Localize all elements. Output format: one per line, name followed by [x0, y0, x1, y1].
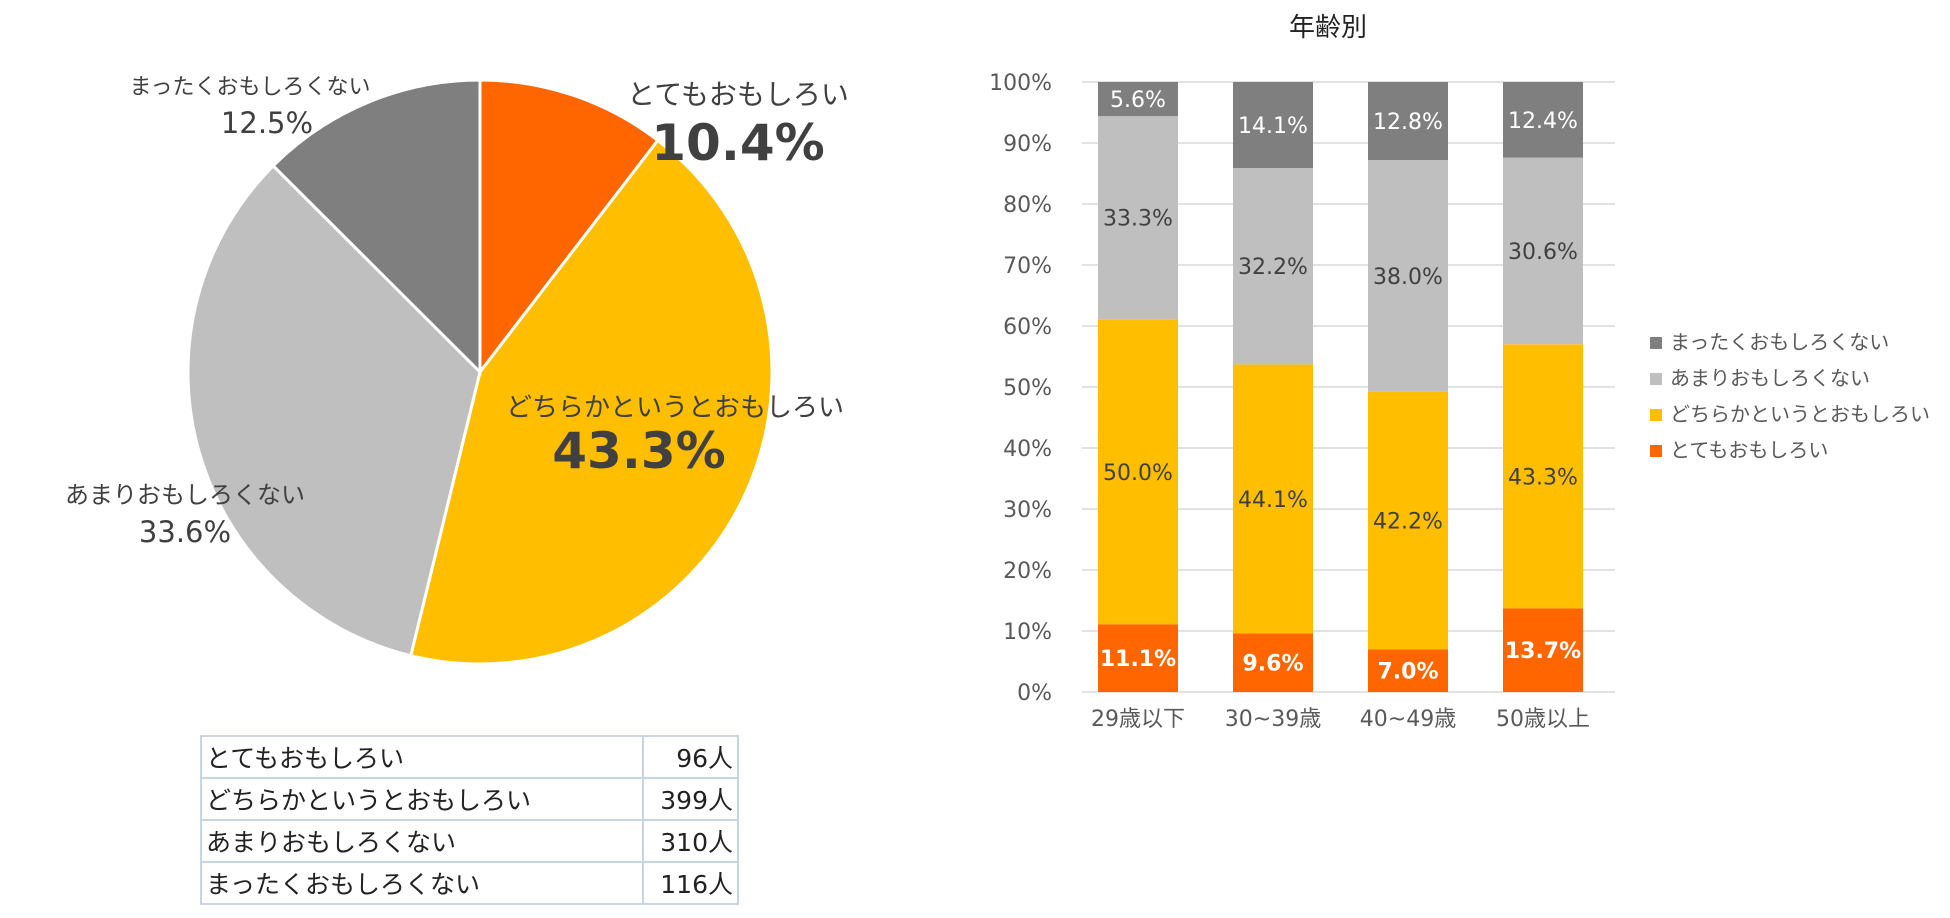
- count-table-value: 116人: [642, 861, 739, 905]
- bar-segment: [1368, 391, 1448, 650]
- table-row: とてもおもしろい 96人: [200, 735, 739, 779]
- y-tick-label: 0%: [1017, 681, 1052, 706]
- bar-data-label: 7.0%: [1377, 660, 1438, 685]
- response-count-table: とてもおもしろい 96人 どちらかというとおもしろい 399人 あまりおもしろく…: [200, 735, 739, 905]
- bar-data-label: 14.1%: [1238, 114, 1308, 139]
- bar-data-label: 12.4%: [1508, 109, 1578, 134]
- bar-segment: [1233, 82, 1313, 169]
- bar-data-label: 42.2%: [1373, 510, 1443, 535]
- pie-slice-label: とてもおもしろい: [627, 78, 849, 111]
- count-table-label: とてもおもしろい: [200, 735, 644, 779]
- bar-segment: [1098, 116, 1178, 320]
- bar-segment: [1368, 82, 1448, 161]
- y-tick-label: 30%: [1003, 498, 1052, 523]
- bar-data-label: 33.3%: [1103, 207, 1173, 232]
- bar-data-label: 38.0%: [1373, 265, 1443, 290]
- y-tick-label: 60%: [1003, 315, 1052, 340]
- count-table-label: どちらかというとおもしろい: [200, 777, 644, 821]
- legend-label: どちらかというとおもしろい: [1670, 402, 1930, 426]
- pie-slice-very-interesting: [478, 78, 660, 377]
- count-table-label: あまりおもしろくない: [200, 819, 644, 863]
- bar-data-label: 44.1%: [1238, 488, 1308, 513]
- legend-label: とてもおもしろい: [1670, 438, 1828, 462]
- bar-segment: [1503, 344, 1583, 609]
- bar-data-label: 43.3%: [1508, 465, 1578, 490]
- count-table-value: 310人: [642, 819, 739, 863]
- y-tick-label: 100%: [989, 71, 1052, 96]
- x-tick-label: 30~39歳: [1225, 707, 1321, 732]
- table-row: まったくおもしろくない 116人: [200, 861, 739, 905]
- y-tick-label: 70%: [1003, 254, 1052, 279]
- bar-data-label: 32.2%: [1238, 255, 1308, 280]
- pie-slice-label: どちらかというとおもしろい: [506, 393, 844, 423]
- bar-data-label: 50.0%: [1103, 461, 1173, 486]
- count-table-value: 96人: [642, 735, 739, 779]
- y-tick-label: 40%: [1003, 437, 1052, 462]
- chart-title: 年齢別: [1289, 13, 1367, 43]
- y-tick-label: 90%: [1003, 132, 1052, 157]
- bar-data-label: 13.7%: [1505, 639, 1581, 664]
- bar-segment: [1233, 364, 1313, 634]
- bar-data-label: 30.6%: [1508, 240, 1578, 265]
- bar-segment: [1098, 82, 1178, 117]
- table-row: どちらかというとおもしろい 399人: [200, 777, 739, 821]
- bar-segment: [1098, 624, 1178, 692]
- pie-slice-percent: 12.5%: [221, 106, 313, 140]
- y-tick-label: 20%: [1003, 559, 1052, 584]
- y-tick-label: 50%: [1003, 376, 1052, 401]
- pie-slice-label: まったくおもしろくない: [129, 75, 370, 100]
- bar-segment: [1098, 319, 1178, 625]
- pie-slice-somewhat-interesting: [408, 138, 774, 666]
- y-tick-label: 10%: [1003, 620, 1052, 645]
- x-tick-label: 40~49歳: [1360, 707, 1456, 732]
- table-row: あまりおもしろくない 310人: [200, 819, 739, 863]
- count-table-label: まったくおもしろくない: [200, 861, 644, 905]
- legend-swatch: [1650, 409, 1662, 421]
- bar-segment: [1503, 608, 1583, 692]
- bar-data-label: 5.6%: [1110, 88, 1166, 113]
- legend-swatch: [1650, 337, 1662, 349]
- pie-slice-label: あまりおもしろくない: [65, 481, 305, 509]
- legend-swatch: [1650, 445, 1662, 457]
- legend-label: あまりおもしろくない: [1670, 366, 1870, 390]
- bar-segment: [1233, 168, 1313, 365]
- count-table-value: 399人: [642, 777, 739, 821]
- bar-segment: [1233, 633, 1313, 692]
- bar-data-label: 12.8%: [1373, 110, 1443, 135]
- legend-swatch: [1650, 373, 1662, 385]
- x-tick-label: 50歳以上: [1496, 707, 1590, 732]
- y-tick-label: 80%: [1003, 193, 1052, 218]
- pie-slice-not-interesting-at-all: [271, 78, 482, 376]
- age-stacked-bar-chart: 年齢別 0% 10% 20% 30% 40% 50% 60% 70% 80% 90% 100% 11.1…: [989, 13, 1930, 732]
- bar-data-label: 9.6%: [1242, 652, 1303, 677]
- pie-slice-percent: 43.3%: [552, 422, 725, 480]
- bar-segment: [1368, 649, 1448, 692]
- bar-segment: [1503, 82, 1583, 158]
- x-tick-label: 29歳以下: [1091, 707, 1185, 732]
- bar-segment: [1503, 157, 1583, 345]
- bar-segment: [1368, 160, 1448, 392]
- legend-label: まったくおもしろくない: [1670, 330, 1889, 354]
- bar-data-label: 11.1%: [1100, 647, 1176, 672]
- pie-slice-not-very-interesting: [186, 163, 482, 658]
- pie-slice-percent: 10.4%: [651, 114, 824, 172]
- pie-slice-percent: 33.6%: [139, 515, 231, 549]
